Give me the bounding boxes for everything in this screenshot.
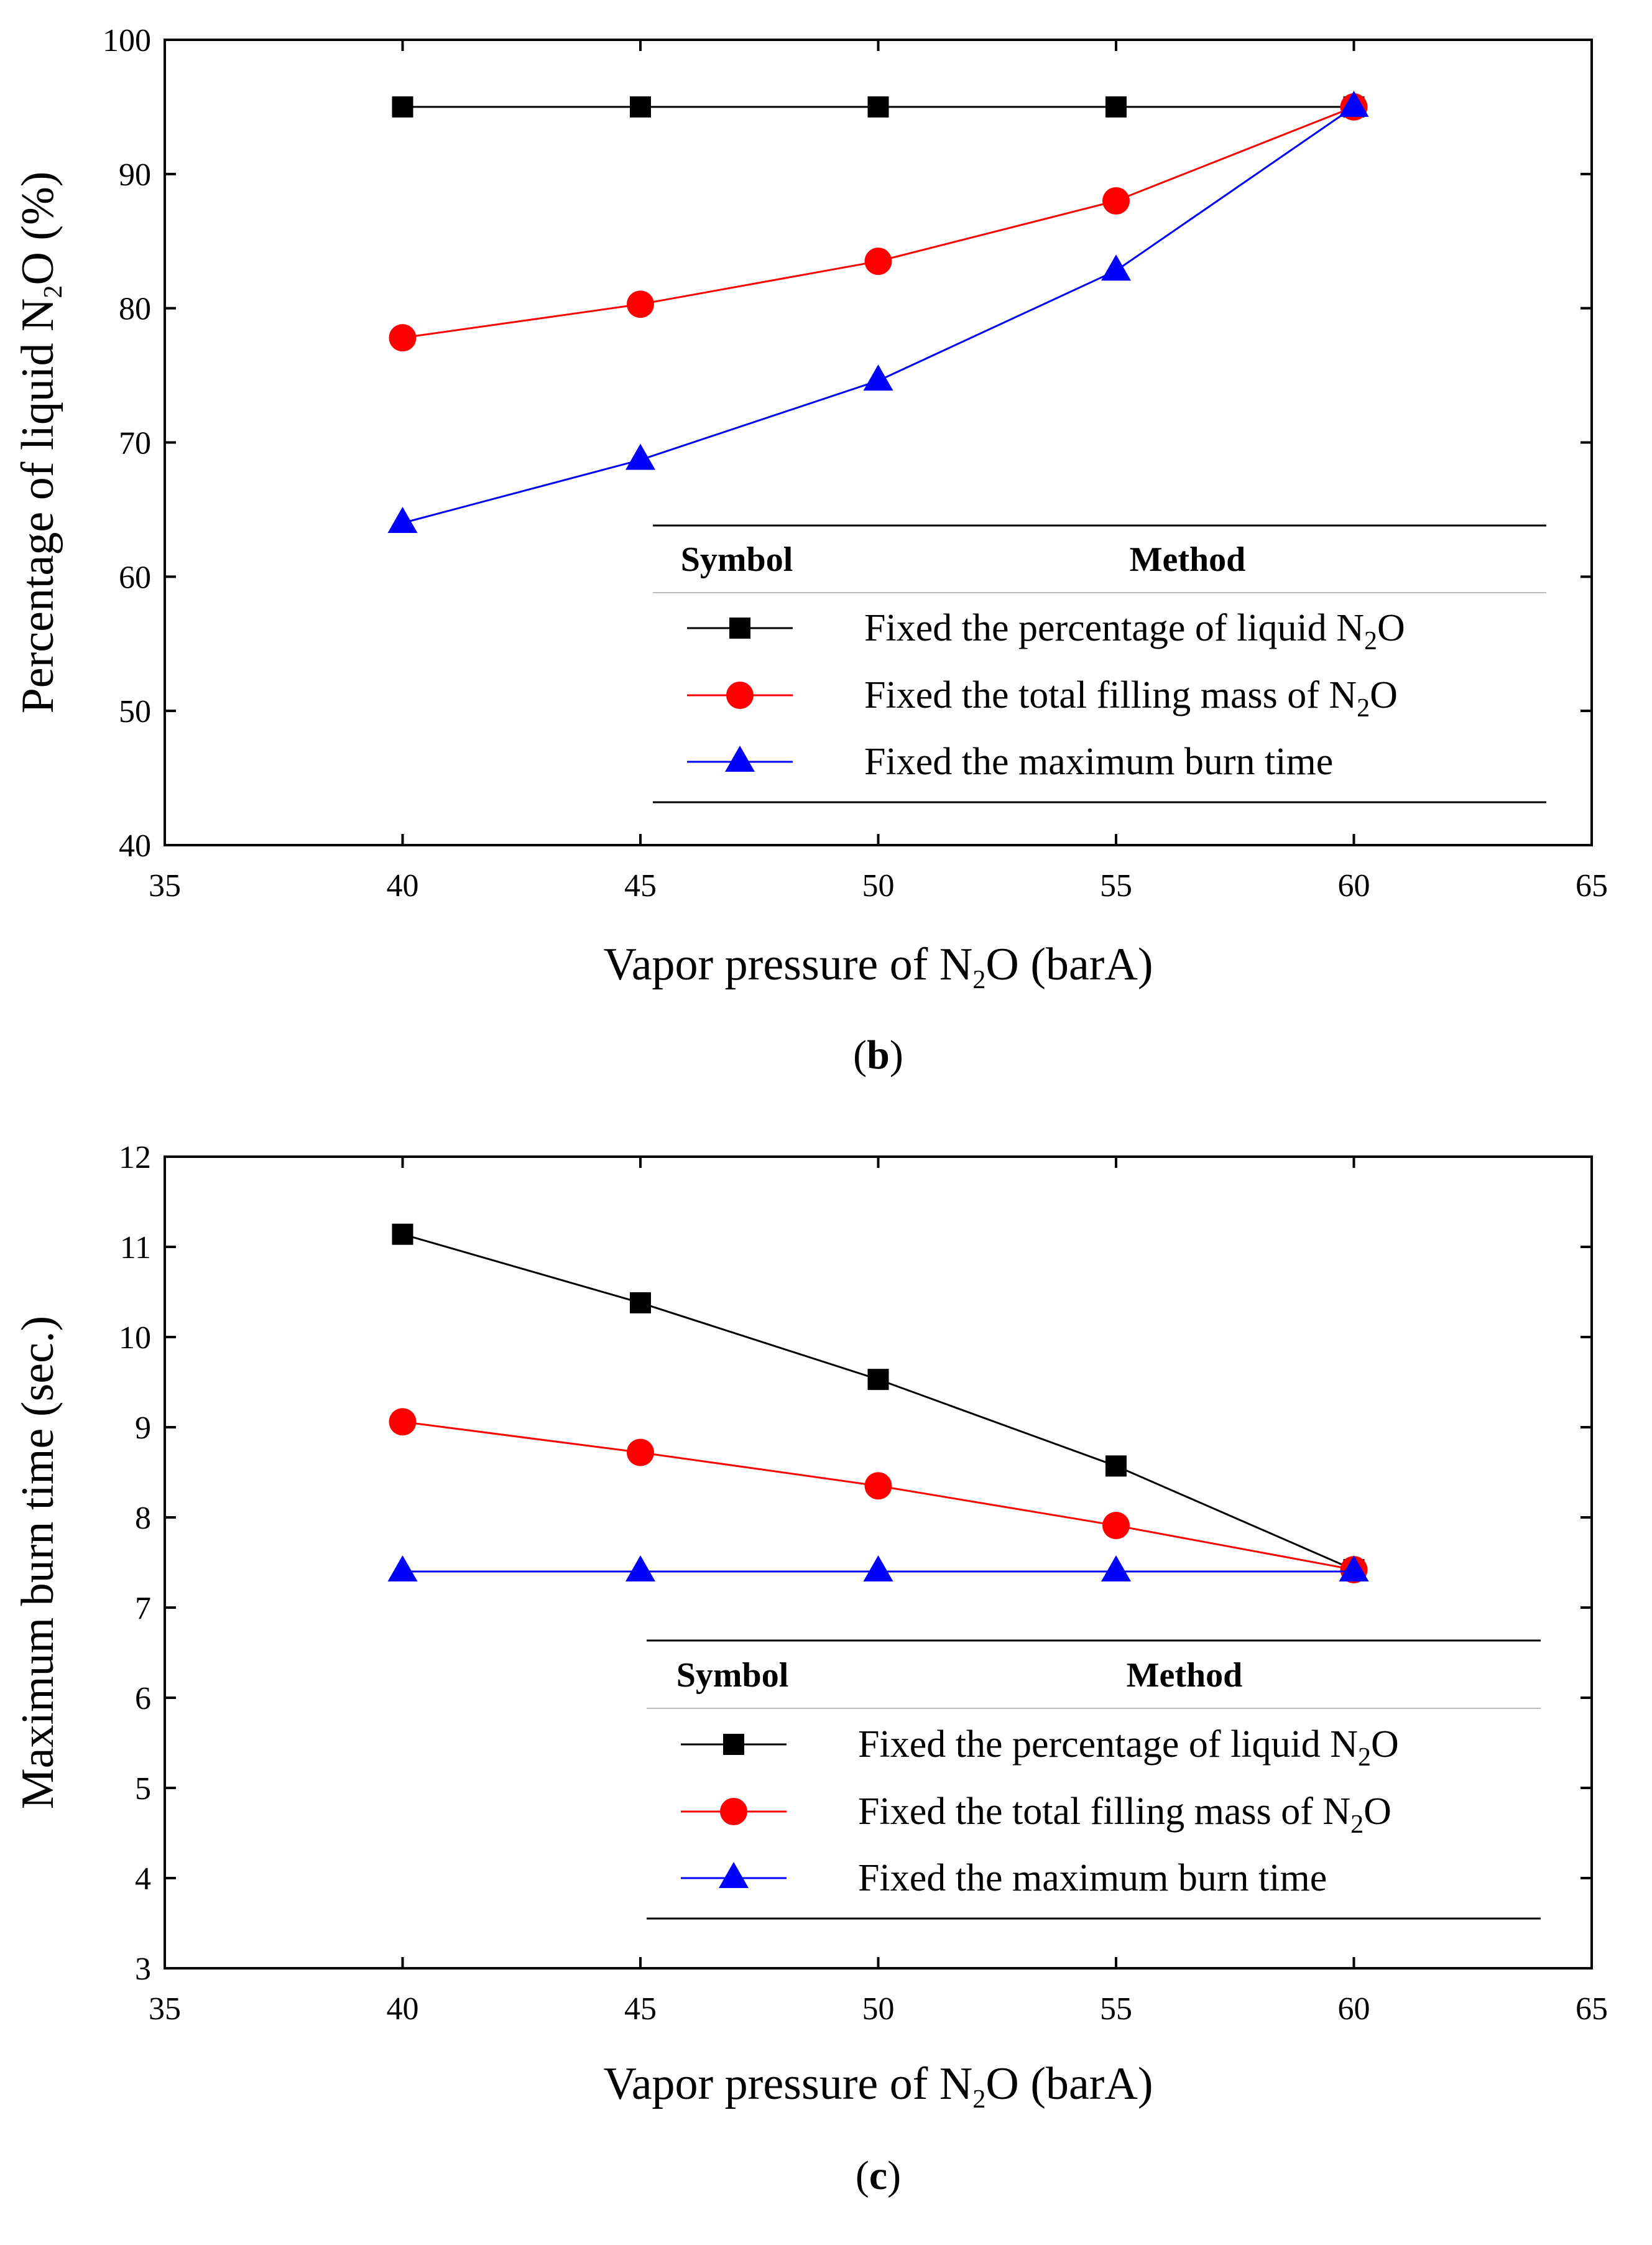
x-tick-label: 35: [149, 868, 181, 904]
x-tick-label: 50: [862, 1991, 895, 2027]
x-tick-label: 35: [149, 1991, 181, 2027]
legend-label: Fixed the total filling mass of N2O: [858, 1790, 1391, 1839]
legend-label: Fixed the total filling mass of N2O: [864, 674, 1398, 723]
legend-entry: Fixed the total filling mass of N2O: [687, 674, 1398, 723]
data-point: [1339, 1555, 1369, 1581]
legend-marker: [726, 682, 754, 709]
data-point: [392, 96, 413, 118]
data-point: [627, 1438, 654, 1466]
legend-entry: Fixed the maximum burn time: [681, 1857, 1327, 1899]
data-point: [630, 96, 651, 118]
data-point: [1105, 96, 1127, 118]
y-tick-label: 11: [120, 1230, 151, 1266]
x-tick-label: 40: [387, 868, 419, 904]
panel-label: (c): [856, 2153, 901, 2198]
legend: Symbol Method Fixed the percentage of liqu…: [647, 1639, 1541, 1920]
x-tick-label: 45: [624, 1991, 657, 2027]
data-point: [863, 364, 893, 391]
legend-label: Fixed the percentage of liquid N2O: [858, 1723, 1399, 1772]
y-tick-label: 80: [119, 292, 151, 327]
data-point: [392, 1223, 413, 1245]
legend-entry: Fixed the percentage of liquid N2O: [687, 607, 1405, 655]
legend-label: Fixed the maximum burn time: [864, 741, 1333, 783]
series-line: [402, 106, 1355, 339]
data-point: [625, 443, 655, 470]
x-tick-label: 65: [1576, 868, 1608, 904]
data-point: [1105, 1455, 1127, 1477]
y-tick-label: 7: [135, 1591, 151, 1626]
legend-label: Fixed the maximum burn time: [858, 1857, 1327, 1899]
y-axis-title: Percentage of liquid N2O (%): [12, 172, 68, 714]
y-tick-label: 4: [135, 1861, 151, 1897]
series-line: [402, 1233, 1355, 1571]
data-point: [625, 1555, 655, 1581]
y-tick-label: 6: [135, 1681, 151, 1716]
data-point: [387, 1555, 418, 1581]
data-point: [1102, 1512, 1130, 1540]
y-tick-label: 5: [135, 1771, 151, 1807]
data-point: [387, 506, 418, 533]
data-point: [863, 1555, 893, 1581]
x-axis-title: Vapor pressure of N2O (barA): [603, 939, 1153, 994]
y-tick-label: 50: [119, 694, 151, 729]
data-point: [1339, 90, 1369, 117]
legend-entry: Fixed the total filling mass of N2O: [681, 1790, 1391, 1839]
data-point: [630, 1292, 651, 1313]
legend: Symbol Method Fixed the percentage of liqu…: [653, 524, 1546, 803]
x-tick-label: 50: [862, 868, 895, 904]
legend-marker: [725, 745, 755, 772]
legend-label: Fixed the percentage of liquid N2O: [864, 607, 1405, 655]
legend-entry: Fixed the maximum burn time: [687, 741, 1333, 783]
data-point: [864, 248, 892, 275]
plot-frame: [164, 39, 1593, 846]
y-tick-label: 70: [119, 426, 151, 461]
y-tick-label: 40: [119, 828, 151, 864]
y-tick-label: 10: [119, 1320, 151, 1356]
x-tick-label: 65: [1576, 1991, 1608, 2027]
series-2: [387, 1555, 1369, 1581]
y-axis-title: Maximum burn time (sec.): [12, 1316, 63, 1809]
y-tick-label: 100: [103, 23, 151, 58]
data-point: [1101, 1555, 1131, 1581]
x-tick-label: 40: [387, 1991, 419, 2027]
y-tick-label: 8: [135, 1501, 151, 1536]
legend-header-symbol: Symbol: [676, 1656, 789, 1695]
legend-marker: [723, 1734, 744, 1755]
series-0: [392, 1223, 1365, 1581]
legend-marker: [729, 618, 750, 639]
series-line: [402, 106, 1355, 524]
series-2: [387, 90, 1369, 533]
data-point: [1102, 187, 1130, 215]
legend-marker: [720, 1798, 747, 1825]
data-point: [389, 324, 417, 352]
x-axis-title: Vapor pressure of N2O (barA): [603, 2058, 1153, 2114]
series-1: [389, 93, 1368, 352]
legend-header-method: Method: [1127, 1656, 1243, 1695]
legend-marker: [719, 1861, 749, 1888]
panel-label: (b): [853, 1032, 903, 1078]
y-tick-label: 3: [135, 1951, 151, 1987]
x-tick-label: 45: [624, 868, 657, 904]
y-tick-label: 60: [119, 560, 151, 595]
y-tick-label: 90: [119, 157, 151, 193]
legend-header-symbol: Symbol: [681, 540, 793, 579]
x-tick-label: 60: [1338, 868, 1370, 904]
x-tick-label: 60: [1338, 1991, 1370, 2027]
x-tick-label: 55: [1100, 868, 1132, 904]
y-tick-label: 9: [135, 1410, 151, 1446]
data-point: [867, 96, 889, 118]
data-point: [864, 1472, 892, 1500]
data-point: [1101, 254, 1131, 281]
legend-header-method: Method: [1130, 540, 1246, 579]
legend-entry: Fixed the percentage of liquid N2O: [681, 1723, 1399, 1772]
y-tick-label: 12: [119, 1140, 151, 1175]
x-tick-label: 55: [1100, 1991, 1132, 2027]
chart-panel-b: 35 40 45 50 55 60 65 40 50 60 70 80 90 100 Vapor press…: [12, 23, 1608, 1078]
data-point: [627, 290, 654, 318]
data-point: [867, 1369, 889, 1391]
series-0: [392, 96, 1365, 118]
data-point: [389, 1408, 417, 1436]
